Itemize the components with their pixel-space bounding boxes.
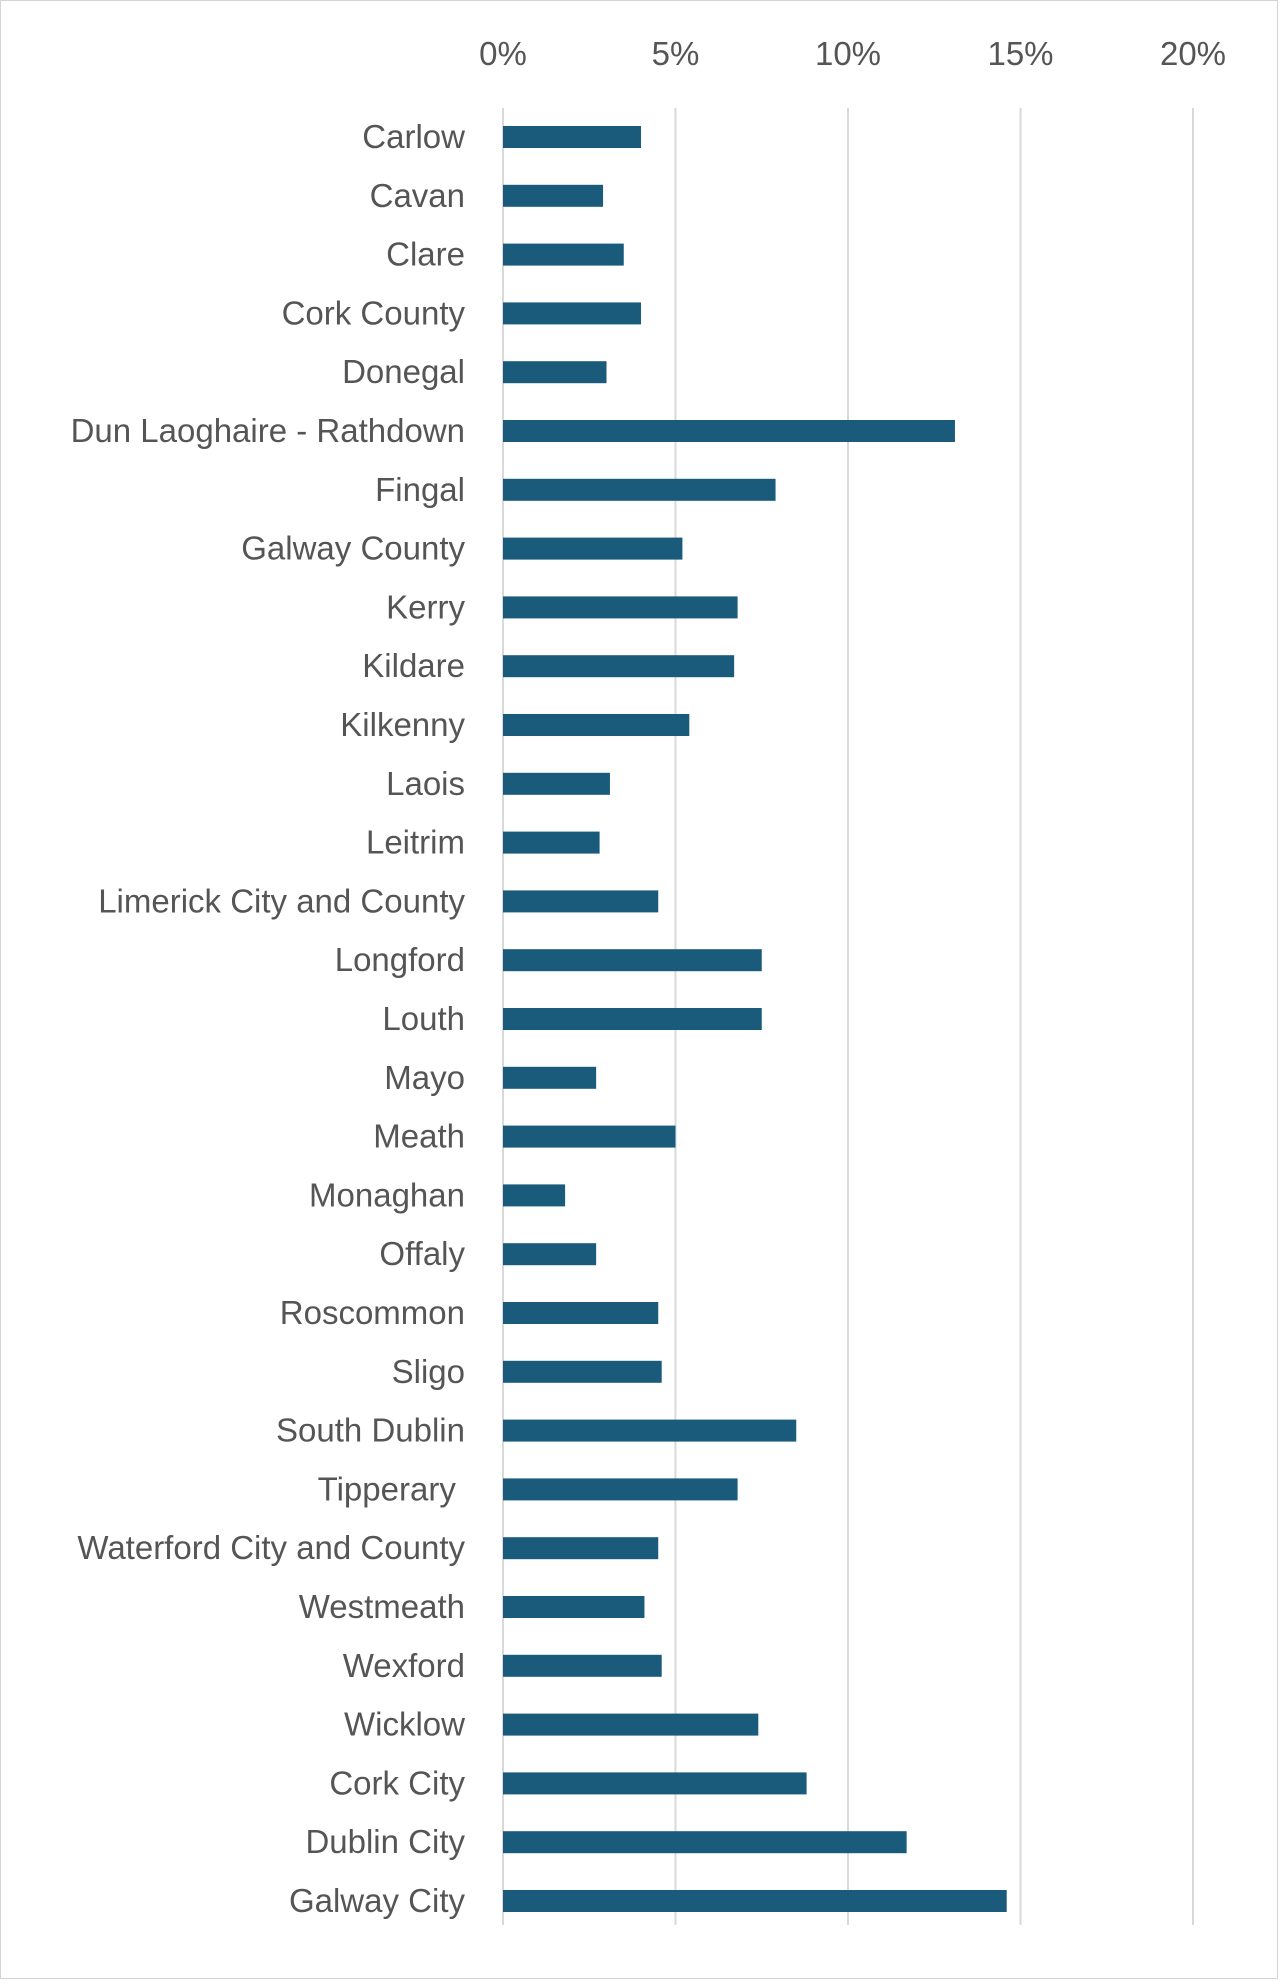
category-label: Cork County bbox=[282, 294, 466, 331]
bar bbox=[503, 655, 735, 678]
bar bbox=[503, 537, 683, 560]
category-label: Leitrim bbox=[366, 824, 465, 861]
category-label: Westmeath bbox=[299, 1588, 465, 1625]
category-label: Galway County bbox=[241, 530, 465, 567]
bar bbox=[503, 243, 624, 266]
x-tick-label: 0% bbox=[479, 35, 527, 72]
x-axis-tick-labels: 0% 5% 10% 15% 20% bbox=[479, 35, 1226, 72]
bar bbox=[503, 949, 762, 972]
category-label: Cavan bbox=[370, 177, 465, 214]
bar bbox=[503, 1654, 662, 1677]
category-label: Meath bbox=[373, 1118, 465, 1155]
bar bbox=[503, 1478, 738, 1501]
category-label: Donegal bbox=[342, 353, 465, 390]
bar bbox=[503, 831, 600, 854]
bar bbox=[503, 596, 738, 619]
bar bbox=[503, 1243, 597, 1266]
category-label: Clare bbox=[386, 236, 465, 273]
x-tick-label: 20% bbox=[1160, 35, 1226, 72]
bar bbox=[503, 890, 659, 913]
category-label: Wicklow bbox=[344, 1706, 465, 1743]
bar bbox=[503, 420, 955, 442]
bar bbox=[503, 1772, 807, 1795]
category-label: Tipperary bbox=[318, 1470, 465, 1507]
category-label: Sligo bbox=[392, 1353, 465, 1390]
bar bbox=[503, 772, 610, 795]
x-tick-label: 15% bbox=[987, 35, 1053, 72]
bar bbox=[503, 184, 604, 207]
category-label: Roscommon bbox=[280, 1294, 465, 1331]
category-label: Dun Laoghaire - Rathdown bbox=[71, 412, 465, 449]
bar bbox=[503, 1008, 762, 1030]
category-label: Monaghan bbox=[309, 1176, 465, 1213]
bar bbox=[503, 1419, 797, 1442]
category-label: Galway City bbox=[289, 1882, 466, 1919]
bar bbox=[503, 1360, 662, 1383]
category-label: Longford bbox=[335, 941, 465, 978]
bar bbox=[503, 1831, 907, 1854]
bar bbox=[503, 1713, 759, 1736]
category-label: Fingal bbox=[375, 471, 465, 508]
bar bbox=[503, 1302, 659, 1324]
category-label: Cork City bbox=[329, 1764, 465, 1801]
category-label: Dublin City bbox=[305, 1823, 465, 1860]
category-label: Limerick City and County bbox=[98, 882, 465, 919]
category-label: Louth bbox=[382, 1000, 465, 1037]
bar bbox=[503, 1066, 597, 1089]
category-label: Carlow bbox=[362, 118, 465, 155]
category-label: Mayo bbox=[384, 1059, 465, 1096]
bar bbox=[503, 1537, 659, 1560]
bar bbox=[503, 1596, 645, 1618]
bar bbox=[503, 361, 607, 384]
category-label: Kilkenny bbox=[340, 706, 465, 743]
bar bbox=[503, 302, 641, 325]
category-label: Offaly bbox=[379, 1235, 465, 1272]
bar bbox=[503, 1184, 566, 1207]
x-tick-label: 5% bbox=[652, 35, 700, 72]
category-label: Waterford City and County bbox=[77, 1529, 465, 1566]
x-tick-label: 10% bbox=[815, 35, 881, 72]
category-label: Laois bbox=[386, 765, 465, 802]
category-labels: Carlow Cavan Clare Cork County Donegal Dun La… bbox=[71, 118, 466, 1919]
bar bbox=[503, 478, 776, 501]
category-label: Kildare bbox=[362, 647, 465, 684]
bar bbox=[503, 1890, 1007, 1912]
bar bbox=[503, 714, 690, 736]
bar bbox=[503, 126, 641, 148]
category-label: Wexford bbox=[343, 1647, 465, 1684]
bar bbox=[503, 1125, 676, 1148]
category-label: South Dublin bbox=[276, 1412, 465, 1449]
category-label: Kerry bbox=[386, 588, 465, 625]
bars bbox=[503, 126, 1007, 1912]
